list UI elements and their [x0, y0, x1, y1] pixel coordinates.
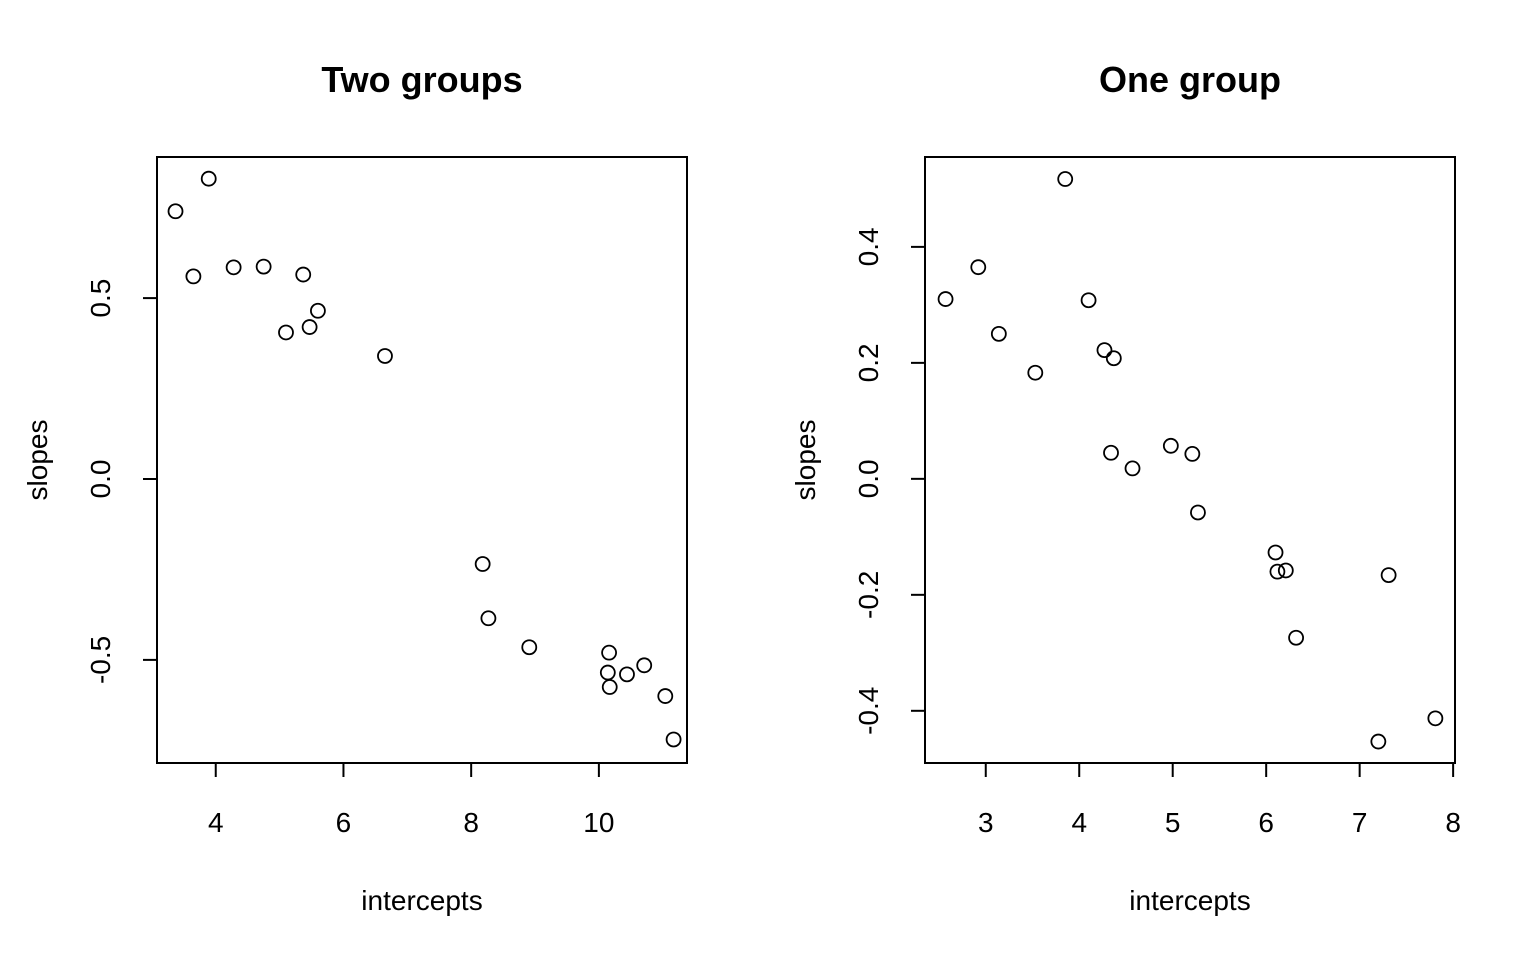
data-point	[1277, 562, 1294, 579]
y-axis: -0.4 -0.2 0.0 0.2 0.4	[853, 227, 926, 735]
x-tick-label: 5	[1165, 807, 1181, 838]
data-point	[1269, 563, 1286, 580]
y-tick-label: 0.0	[853, 459, 884, 498]
x-axis: 4 6 8 10	[208, 762, 614, 838]
data-point	[310, 302, 326, 319]
data-point	[185, 268, 202, 285]
points	[167, 170, 682, 748]
data-point	[474, 556, 491, 572]
data-point	[970, 259, 987, 276]
panel-two-groups: Two groups intercepts slopes 4 6 8 10 -0.5 0…	[22, 59, 688, 916]
y-axis: -0.5 0.0 0.5	[85, 279, 158, 684]
data-point	[1427, 710, 1444, 727]
data-point	[1103, 444, 1119, 461]
data-point	[990, 325, 1007, 342]
y-tick-label: 0.5	[85, 279, 116, 318]
data-point	[1105, 350, 1122, 367]
data-point	[1184, 446, 1201, 462]
y-axis-label: slopes	[22, 420, 53, 501]
data-point	[601, 679, 618, 695]
data-point	[377, 348, 393, 364]
data-point	[1027, 364, 1044, 381]
data-point	[167, 203, 184, 220]
points	[937, 171, 1444, 750]
x-tick-label: 6	[336, 807, 352, 838]
data-point	[1370, 733, 1387, 750]
y-tick-label: -0.5	[85, 636, 116, 684]
data-point	[1162, 437, 1179, 454]
y-tick-label: 0.0	[85, 460, 116, 499]
data-point	[601, 644, 617, 661]
data-point	[1080, 292, 1097, 309]
x-tick-label: 10	[583, 807, 614, 838]
data-point	[480, 610, 497, 627]
x-tick-label: 6	[1258, 807, 1274, 838]
data-point	[665, 731, 682, 748]
x-tick-label: 7	[1352, 807, 1368, 838]
x-axis-label: intercepts	[1129, 885, 1250, 916]
data-point	[521, 639, 538, 656]
x-tick-label: 4	[208, 807, 224, 838]
panel-title: One group	[1099, 59, 1281, 100]
data-point	[1288, 629, 1304, 646]
data-point	[636, 657, 653, 674]
x-tick-label: 8	[463, 807, 479, 838]
y-tick-label: -0.4	[853, 687, 884, 735]
data-point	[599, 664, 616, 681]
data-point	[937, 291, 954, 307]
plot-frame	[156, 156, 688, 764]
x-tick-label: 8	[1445, 807, 1461, 838]
data-point	[255, 258, 272, 275]
data-point	[619, 666, 635, 683]
data-point	[1190, 504, 1206, 521]
data-point	[278, 324, 294, 341]
data-point	[1267, 544, 1284, 561]
data-point	[1124, 460, 1141, 477]
y-tick-label: 0.2	[853, 343, 884, 382]
data-point	[301, 319, 318, 335]
panel-title: Two groups	[321, 59, 522, 100]
y-axis-label: slopes	[790, 420, 821, 501]
x-axis: 3 4 5 6 7 8	[978, 762, 1461, 838]
data-point	[225, 259, 242, 276]
x-tick-label: 3	[978, 807, 994, 838]
data-point	[1057, 171, 1074, 187]
x-tick-label: 4	[1071, 807, 1087, 838]
y-tick-label: -0.2	[853, 571, 884, 619]
data-point	[657, 688, 674, 704]
y-tick-label: 0.4	[853, 227, 884, 266]
data-point	[295, 266, 312, 283]
data-point	[1096, 342, 1113, 359]
x-axis-label: intercepts	[361, 885, 482, 916]
data-point	[1380, 567, 1397, 584]
data-point	[200, 170, 217, 187]
